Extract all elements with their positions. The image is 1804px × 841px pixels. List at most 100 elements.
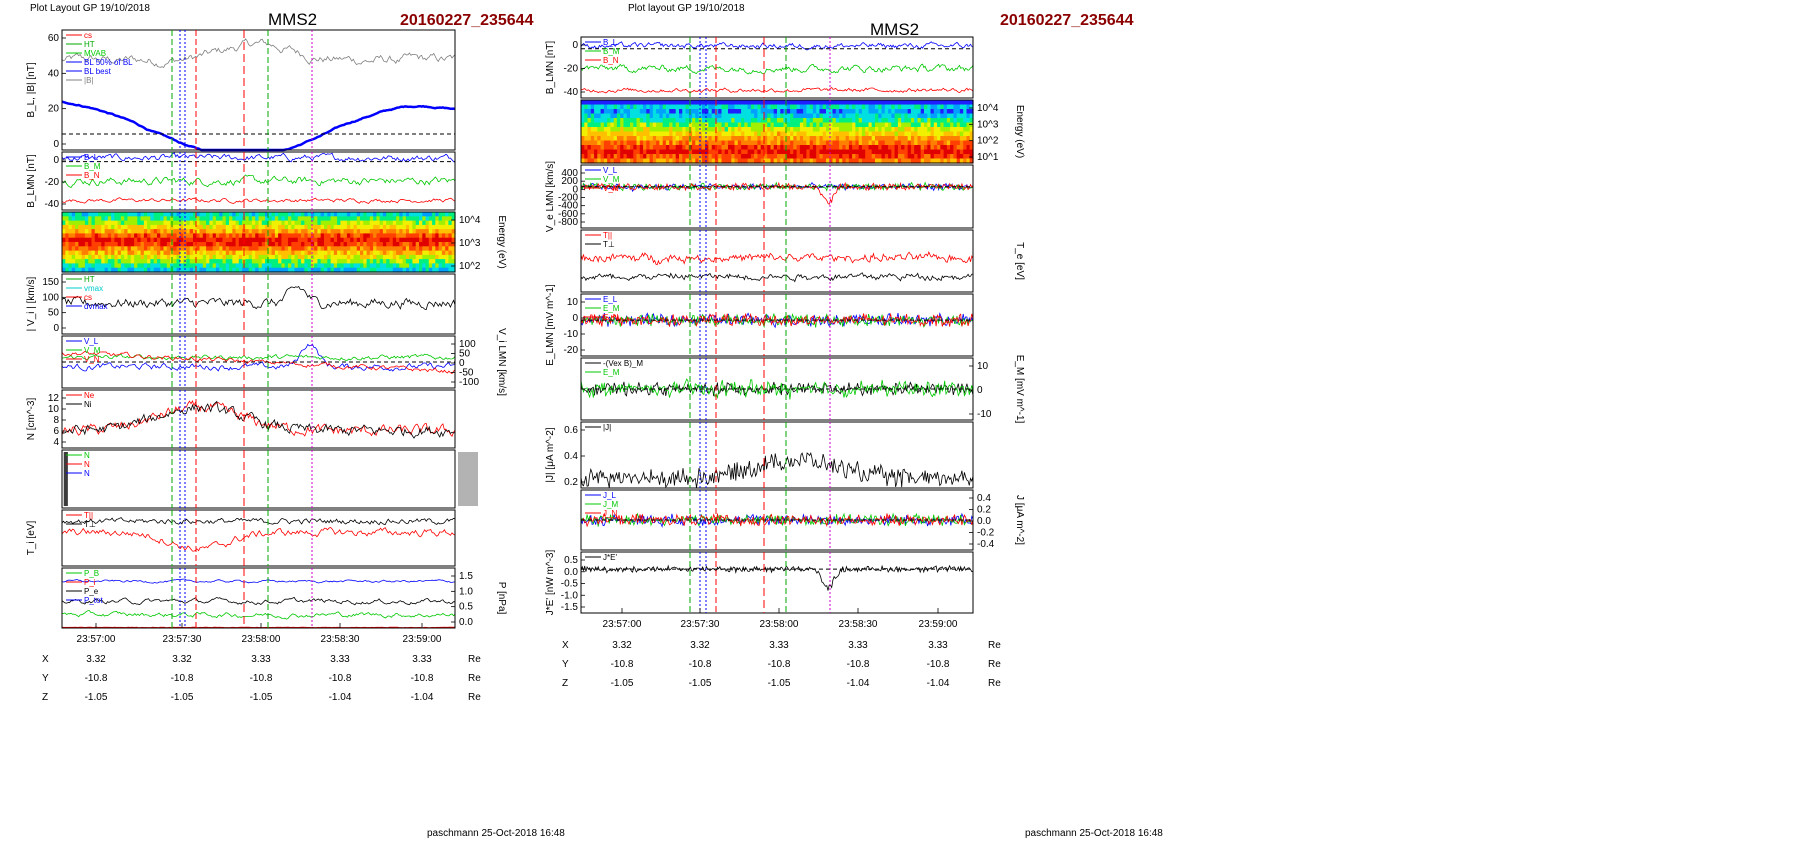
- spectrogram-cell: [419, 237, 423, 243]
- spectrogram-cell: [672, 113, 677, 119]
- spectrogram-cell: [816, 100, 821, 106]
- spectrogram-cell: [392, 212, 397, 217]
- spectrogram-cell: [950, 127, 954, 133]
- spectrogram-cell: [301, 242, 305, 247]
- spectrogram-cell: [760, 104, 765, 110]
- spectrogram-cell: [186, 242, 191, 247]
- spectrogram-cell: [705, 149, 709, 155]
- spectrogram-cell: [904, 149, 909, 155]
- spectrogram-cell: [448, 259, 453, 264]
- spectrogram-cell: [301, 246, 305, 252]
- spectrogram-cell: [402, 224, 407, 230]
- spectrogram-cell: [822, 131, 827, 137]
- spectrogram-cell: [822, 100, 827, 106]
- spectrogram-cell: [369, 263, 374, 269]
- spectrogram-cell: [62, 220, 66, 226]
- spectrogram-cell: [786, 104, 791, 110]
- right-panel-frame: [580, 36, 974, 99]
- spectrogram-cell: [91, 220, 96, 226]
- legend-label: HT: [84, 275, 95, 284]
- spectrogram-cell: [803, 113, 807, 119]
- spectrogram-cell: [933, 113, 938, 119]
- right-panel-6: 0.60.40.2|J| [μA m^-2] |J|: [545, 421, 974, 489]
- spectrogram-cell: [937, 149, 941, 155]
- spectrogram-cell: [193, 254, 197, 260]
- spectrogram-cell: [858, 136, 863, 142]
- spectrogram-cell: [317, 233, 322, 239]
- legend-label: E_M: [603, 368, 620, 377]
- spectrogram-cell: [662, 140, 667, 146]
- spectrogram-cell: [451, 229, 456, 234]
- spectrogram-cell: [786, 136, 791, 142]
- spectrogram-cell: [396, 267, 400, 273]
- spectrogram-cell: [747, 154, 752, 160]
- spectrogram-cell: [170, 263, 174, 269]
- spectrogram-cell: [613, 122, 618, 128]
- spectrogram-cell: [757, 100, 762, 106]
- legend-label: B_L: [84, 153, 99, 162]
- spectrogram-cell: [422, 246, 427, 252]
- spectrogram-cell: [179, 216, 184, 222]
- spectrogram-cell: [855, 122, 860, 128]
- spectrogram-cell: [291, 254, 296, 260]
- spectrogram-cell: [94, 216, 99, 222]
- spectrogram-cell: [963, 122, 968, 128]
- spectrogram-cell: [610, 149, 615, 155]
- spectrogram-cell: [343, 250, 348, 256]
- x-tick-label: 23:57:30: [681, 619, 720, 630]
- spectrogram-cell: [265, 242, 269, 247]
- spectrogram-cell: [701, 100, 706, 106]
- spectrogram-cell: [590, 109, 595, 115]
- spectrogram-cell: [718, 109, 723, 115]
- spectrogram-cell: [845, 113, 850, 119]
- spectrogram-cell: [284, 250, 289, 256]
- spectrogram-cell: [405, 263, 410, 269]
- spectrogram-cell: [245, 263, 250, 269]
- spectrogram-cell: [587, 109, 592, 115]
- spectrogram-cell: [966, 145, 971, 151]
- spectrogram-cell: [806, 127, 811, 133]
- spectrogram-cell: [294, 259, 299, 264]
- spectrogram-cell: [652, 158, 657, 164]
- spectrogram-cell: [940, 109, 945, 115]
- spectrogram-cell: [409, 233, 413, 239]
- spectrogram-cell: [409, 242, 413, 247]
- spectrogram-cell: [179, 267, 184, 273]
- spectrogram-cell: [581, 100, 585, 106]
- spectrogram-cell: [914, 131, 919, 137]
- spectrogram-cell: [68, 237, 73, 243]
- spectrogram-cell: [419, 224, 423, 230]
- spectrogram-cell: [219, 254, 224, 260]
- spectrogram-cell: [845, 158, 850, 164]
- spectrogram-cell: [809, 118, 814, 124]
- spectrogram-cell: [392, 259, 397, 264]
- spectrogram-cell: [75, 267, 79, 273]
- spectrogram-cell: [330, 216, 335, 222]
- spectrogram-cell: [861, 149, 866, 155]
- spectrogram-cell: [104, 263, 109, 269]
- spectrogram-cell: [783, 127, 788, 133]
- spectrogram-cell: [340, 216, 345, 222]
- spectrogram-cell: [189, 237, 194, 243]
- spectrogram-cell: [219, 259, 224, 264]
- spectrogram-cell: [386, 250, 391, 256]
- spectrogram-cell: [356, 267, 361, 273]
- spectrogram-cell: [412, 212, 417, 217]
- spectrogram-cell: [186, 229, 191, 234]
- spectrogram-cell: [623, 158, 628, 164]
- spectrogram-cell: [399, 267, 404, 273]
- spectrogram-cell: [288, 246, 292, 252]
- spectrogram-cell: [232, 254, 237, 260]
- spectrogram-cell: [438, 254, 443, 260]
- spectrogram-cell: [120, 220, 125, 226]
- spectrogram-cell: [842, 109, 847, 115]
- spectrogram-cell: [937, 154, 941, 160]
- spectrogram-cell: [812, 158, 817, 164]
- spectrogram-cell: [255, 254, 260, 260]
- spectrogram-cell: [140, 254, 145, 260]
- spectrogram-cell: [343, 263, 348, 269]
- spectrogram-cell: [157, 246, 161, 252]
- spectrogram-cell: [616, 158, 621, 164]
- spectrogram-cell: [950, 158, 954, 164]
- spectrogram-cell: [238, 224, 243, 230]
